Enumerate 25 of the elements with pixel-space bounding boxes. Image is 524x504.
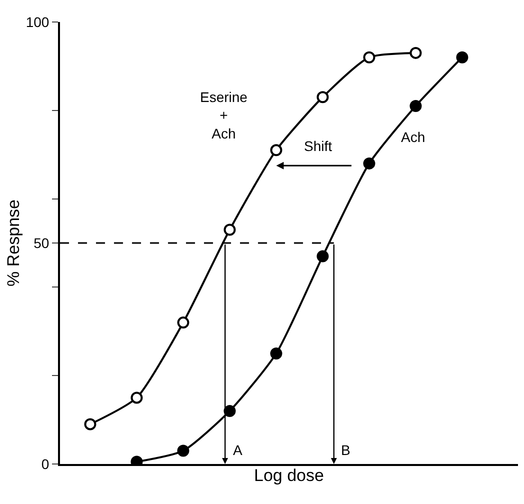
annotation: A [233, 442, 243, 458]
point [410, 100, 422, 112]
point [177, 444, 190, 457]
point [224, 224, 236, 236]
point [363, 51, 376, 64]
series-label: Ach [401, 129, 426, 145]
point [224, 404, 236, 417]
y-tick-label: 0 [41, 456, 50, 472]
point [177, 316, 190, 329]
point [363, 157, 376, 170]
point [270, 348, 282, 360]
x-axis-title: Log dose [254, 466, 324, 485]
point [130, 392, 143, 404]
y-axis-title: % Respnse [4, 200, 23, 286]
series-label: Eserine + Ach [200, 89, 248, 142]
point [456, 51, 468, 64]
point [410, 46, 422, 59]
point [270, 144, 282, 156]
point [316, 91, 329, 104]
point [84, 418, 96, 430]
point [316, 250, 329, 262]
y-tick-label: 50 [34, 234, 50, 251]
annotation: B [341, 442, 350, 458]
annotation: Shift [304, 138, 332, 154]
y-tick-label: 100 [26, 14, 50, 30]
